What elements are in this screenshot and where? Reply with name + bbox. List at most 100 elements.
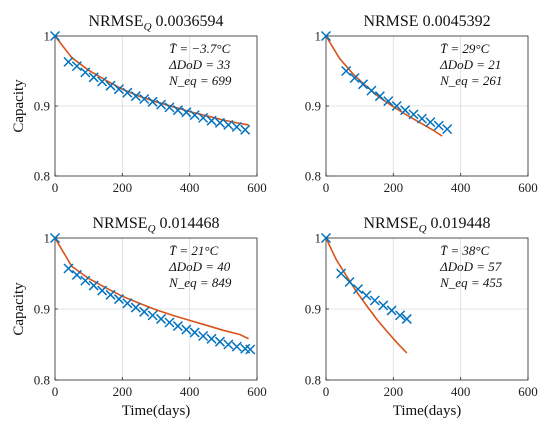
measured-point	[80, 67, 91, 78]
measured-point	[71, 61, 82, 72]
measured-point	[97, 285, 108, 296]
measured-point	[181, 324, 192, 335]
panel-top-right: 0 200 400 600 0.8 0.9 1 NRMSE 0.0045392 T̄ = 29°…	[305, 13, 538, 195]
y-tick-label: 1	[44, 29, 51, 44]
measured-point	[433, 120, 444, 131]
x-axis-label: Time(days)	[122, 403, 191, 419]
y-tick-label: 0.9	[305, 302, 321, 317]
measured-point	[442, 124, 453, 135]
model-line	[325, 237, 408, 354]
x-tick-label: 400	[451, 384, 471, 399]
measured-point	[88, 280, 99, 291]
chart-title: NRMSE 0.0045392	[363, 13, 490, 30]
y-axis-label: Capacity	[11, 79, 27, 133]
annotation: ΔDoD = 57	[439, 259, 502, 274]
annotation: T̄ = 38°C	[440, 243, 489, 258]
measured-point	[198, 330, 209, 342]
x-tick-label: 0	[323, 384, 330, 399]
measured-point	[214, 336, 225, 347]
measured-point	[401, 313, 412, 324]
measured-point	[63, 263, 74, 274]
y-tick-label: 1	[315, 29, 322, 44]
measured-point	[130, 91, 141, 102]
measured-point	[113, 84, 124, 95]
annotation: N_eq = 455	[439, 275, 503, 290]
measured-point	[231, 121, 242, 133]
measured-point	[97, 76, 108, 87]
x-tick-label: 200	[113, 180, 133, 195]
measured-point	[240, 124, 251, 135]
chart-title: NRMSEQ 0.0036594	[88, 13, 223, 33]
chart-title: NRMSEQ 0.014468	[92, 215, 219, 235]
measured-point	[408, 109, 419, 120]
measured-point	[383, 96, 394, 107]
measured-point	[189, 327, 200, 338]
measured-point	[416, 113, 427, 124]
measured-point	[71, 269, 82, 280]
x-tick-label: 200	[113, 384, 133, 399]
measured-point	[139, 93, 150, 105]
annotation: T̄ = 21°C	[169, 243, 218, 258]
measured-point	[352, 284, 364, 295]
measured-point	[172, 105, 183, 116]
y-tick-label: 1	[44, 231, 51, 246]
annotation: ΔDoD = 40	[168, 259, 231, 274]
measured-point	[156, 99, 167, 110]
measured-point	[386, 305, 397, 316]
measured-point	[400, 105, 411, 116]
x-tick-label: 0	[52, 180, 59, 195]
measured-point	[349, 72, 360, 84]
x-tick-label: 0	[323, 180, 330, 195]
measured-point	[231, 341, 242, 352]
panel-bottom-left: 0 200 400 600 0.8 0.9 1 NRMSEQ 0.014468 T̄ = 21°…	[11, 215, 267, 419]
measured-point	[105, 289, 116, 300]
measured-point	[425, 117, 436, 128]
measured-point	[358, 79, 369, 90]
x-tick-label: 400	[180, 384, 200, 399]
measured-point	[105, 80, 116, 91]
x-tick-label: 600	[518, 384, 538, 399]
measured-point	[49, 30, 61, 42]
measured-point	[374, 91, 385, 102]
measured-point	[80, 275, 91, 286]
x-tick-label: 0	[52, 384, 59, 399]
measured-point	[139, 306, 150, 317]
y-tick-label: 0.8	[34, 169, 50, 184]
y-tick-label: 0.8	[305, 373, 321, 388]
y-axis-label: Capacity	[11, 282, 27, 336]
annotation: ΔDoD = 33	[168, 57, 231, 72]
measured-point	[344, 276, 355, 288]
annotation: T̄ = 29°C	[440, 41, 489, 56]
measured-point	[122, 87, 133, 98]
measured-point	[88, 72, 99, 83]
measured-point	[181, 107, 192, 118]
measured-point	[122, 298, 133, 309]
annotation: N_eq = 849	[168, 275, 232, 290]
model-line	[54, 237, 249, 340]
measured-point	[395, 310, 406, 321]
measured-point	[223, 119, 234, 130]
measured-point	[245, 344, 256, 355]
measured-point	[164, 102, 175, 113]
measured-point	[378, 300, 389, 311]
measured-point	[63, 56, 74, 67]
measured-point	[366, 85, 377, 96]
annotation: ΔDoD = 21	[439, 57, 501, 72]
annotation: T̄ = −3.7°C	[169, 41, 230, 56]
x-tick-label: 200	[384, 384, 404, 399]
y-tick-label: 1	[315, 231, 322, 246]
measured-point	[369, 295, 380, 306]
x-tick-label: 600	[247, 384, 267, 399]
panel-top-left: 0 200 400 600 0.8 0.9 1 NRMSEQ 0.0036594 T̄ = −3…	[11, 13, 267, 195]
measured-point	[223, 339, 234, 350]
annotation: N_eq = 261	[439, 73, 502, 88]
measured-point	[361, 290, 372, 301]
measured-point	[147, 96, 158, 107]
x-tick-label: 400	[451, 180, 471, 195]
measured-point	[206, 115, 217, 126]
y-tick-label: 0.9	[34, 302, 50, 317]
measured-point	[189, 110, 200, 121]
measured-point	[214, 117, 225, 128]
panel-bottom-right: 0 200 400 600 0.8 0.9 1 NRMSEQ 0.019448 T̄ = 38°…	[305, 215, 538, 419]
